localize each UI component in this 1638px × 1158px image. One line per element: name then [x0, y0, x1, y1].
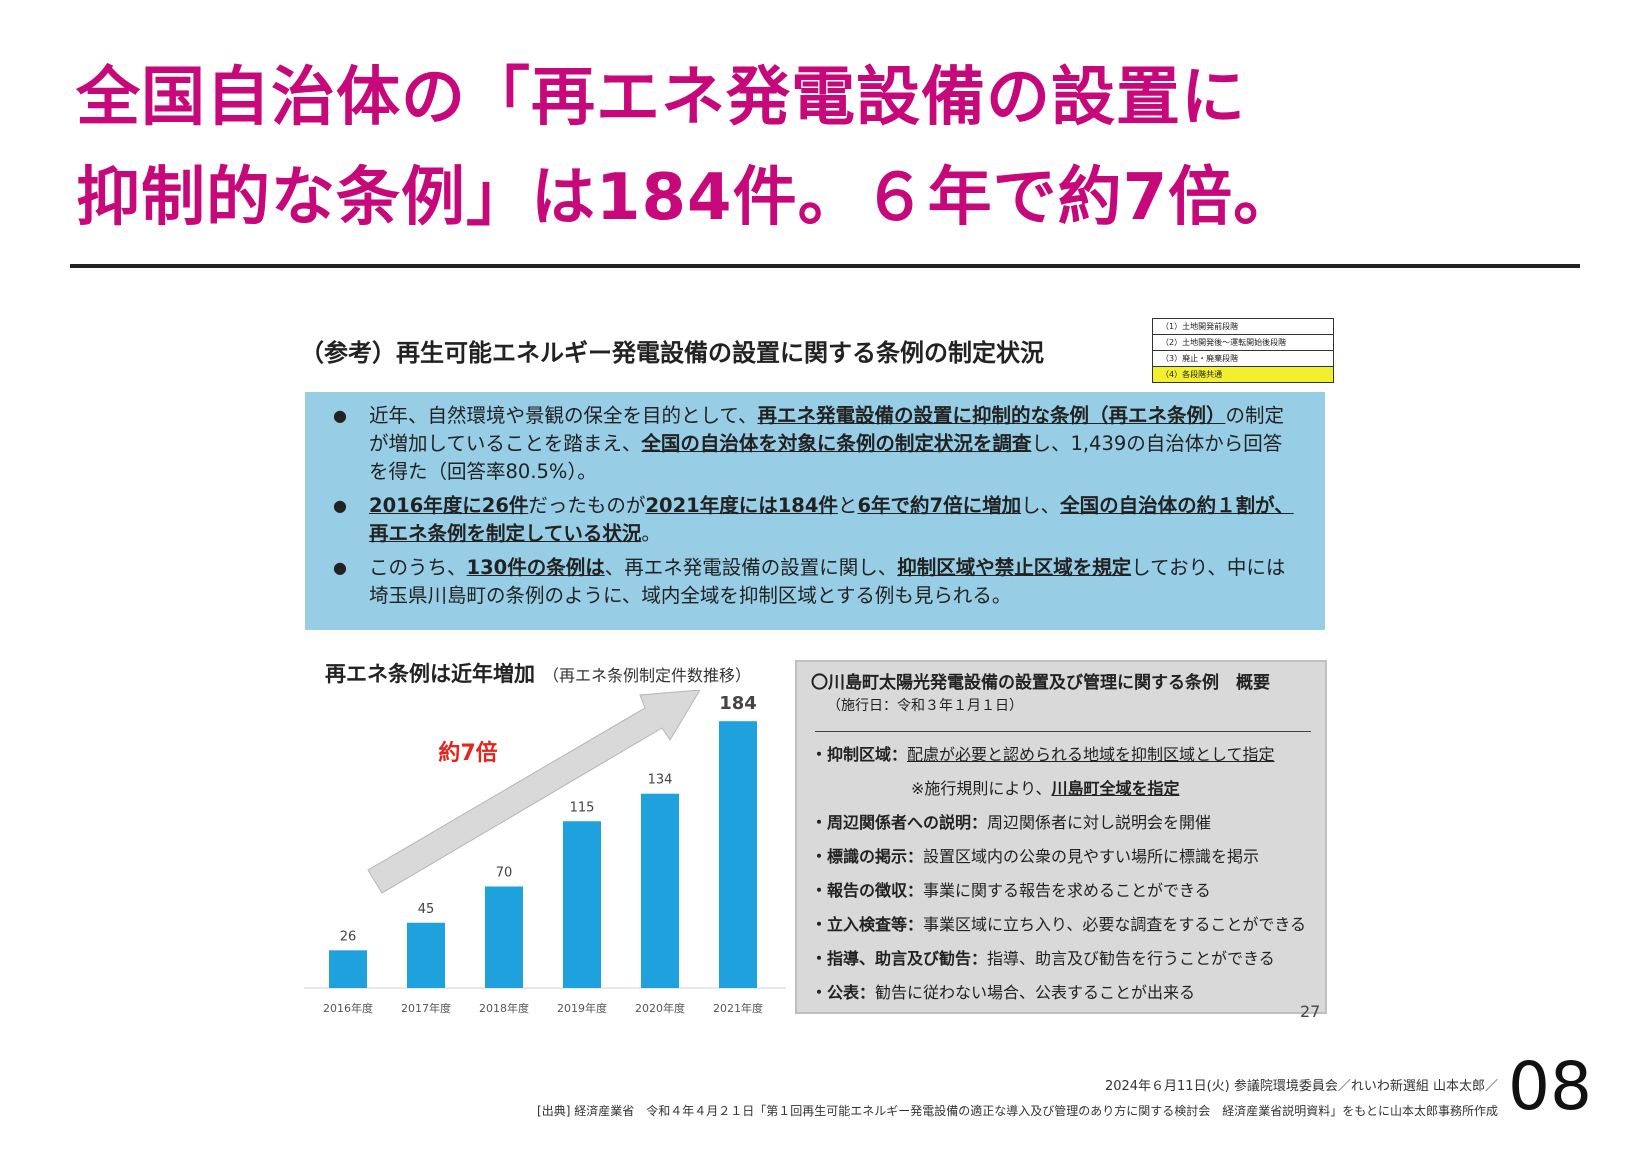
ordinance-date: （施行日：令和３年１月１日） [827, 698, 1023, 714]
source-page-number: 27 [1300, 1002, 1321, 1021]
ordinance-row: ・抑制区域：配慮が必要と認められる地域を抑制区域として指定 [811, 745, 1275, 764]
bar [485, 886, 523, 988]
bullet-text: 2016年度に26件だったものが2021年度には184件と6年で約7倍に増加し、… [369, 494, 1294, 545]
bar [329, 950, 367, 988]
bar [563, 821, 601, 988]
x-tick-label: 2021年度 [713, 1001, 763, 1015]
x-tick-label: 2016年度 [323, 1001, 373, 1015]
bullet-text: 近年、自然環境や景観の保全を目的として、再エネ発電設備の設置に抑制的な条例（再エ… [369, 404, 1284, 483]
footer-date-line: 2024年６月11日(火) 参議院環境委員会／れいわ新選組 山本太郎／ [1104, 1079, 1498, 1094]
bar-value-label: 45 [418, 902, 435, 917]
legend-item: （2）土地開発後～運転開始後段階 [1153, 335, 1333, 351]
chart-title-main: 再エネ条例は近年増加 [325, 662, 535, 686]
ordinance-note: ※施行規則により、川島町全域を指定 [911, 779, 1180, 798]
legend-item: （1）土地開発前段階 [1153, 319, 1333, 335]
page-title-line-1: 全国自治体の「再エネ発電設備の設置に [76, 61, 1246, 135]
ordinance-count-chart: 約7倍 26 2016年度 45 2017年度 70 2018年度 115 2019年度 134 2… [304, 690, 786, 1015]
bullet-text: このうち、130件の条例は、再エネ発電設備の設置に関し、抑制区域や禁止区域を規定… [369, 556, 1286, 607]
summary-box: ● 近年、自然環境や景観の保全を目的として、再エネ発電設備の設置に抑制的な条例（… [305, 392, 1325, 630]
legend-item: （3）廃止・廃棄段階 [1153, 351, 1333, 367]
growth-annotation: 約7倍 [438, 740, 497, 766]
bullet-dot-icon: ● [333, 406, 347, 425]
bullet-dot-icon: ● [333, 558, 347, 577]
ordinance-row: ・立入検査等：事業区域に立ち入り、必要な調査をすることができる [811, 915, 1307, 934]
ordinance-row: ・標識の掲示：設置区域内の公衆の見やすい場所に標識を掲示 [811, 847, 1260, 866]
ordinance-row: ・周辺関係者への説明：周辺関係者に対し説明会を開催 [811, 813, 1212, 832]
bar-value-label: 26 [340, 929, 357, 944]
x-tick-label: 2017年度 [401, 1001, 451, 1015]
ordinance-row: ・公表：勧告に従わない場合、公表することが出来る [811, 983, 1196, 1002]
trend-arrow [367, 690, 701, 894]
bullet-dot-icon: ● [333, 496, 347, 515]
summary-bullet: ● 2016年度に26件だったものが2021年度には184件と6年で約7倍に増加… [333, 492, 1295, 548]
legend-item-highlighted: （4）各段階共通 [1153, 367, 1333, 382]
title-divider [70, 264, 1580, 268]
summary-bullet: ● このうち、130件の条例は、再エネ発電設備の設置に関し、抑制区域や禁止区域を… [333, 554, 1295, 610]
chart-title: 再エネ条例は近年増加 （再エネ条例制定件数推移） [325, 658, 751, 688]
x-tick-label: 2018年度 [479, 1001, 529, 1015]
bar-value-label: 70 [496, 866, 513, 881]
ordinance-summary-box: 〇川島町太陽光発電設備の設置及び管理に関する条例 概要 （施行日：令和３年１月１… [795, 660, 1327, 1014]
bar [407, 922, 445, 988]
stage-legend: （1）土地開発前段階 （2）土地開発後～運転開始後段階 （3）廃止・廃棄段階 （… [1152, 318, 1334, 383]
x-tick-label: 2020年度 [635, 1001, 685, 1015]
ordinance-title: 〇川島町太陽光発電設備の設置及び管理に関する条例 概要 [811, 673, 1270, 693]
ordinance-row: ・報告の徴収：事業に関する報告を求めることができる [811, 881, 1211, 900]
bar [719, 721, 757, 988]
section-subtitle: （参考）再生可能エネルギー発電設備の設置に関する条例の制定状況 [300, 339, 1044, 367]
bar-value-label: 115 [570, 800, 595, 815]
summary-bullet: ● 近年、自然環境や景観の保全を目的として、再エネ発電設備の設置に抑制的な条例（… [333, 402, 1295, 486]
bar-value-label: 134 [648, 773, 673, 788]
bar [641, 793, 679, 988]
chart-title-sub: （再エネ条例制定件数推移） [543, 666, 752, 685]
ordinance-divider [815, 731, 1311, 732]
page-title-line-2: 抑制的な条例」は184件。６年で約7倍。 [76, 161, 1299, 235]
bar-value-label: 184 [719, 693, 757, 714]
ordinance-row: ・指導、助言及び勧告：指導、助言及び勧告を行うことができる [811, 949, 1275, 968]
x-tick-label: 2019年度 [557, 1001, 607, 1015]
slide-number: 08 [1508, 1048, 1592, 1125]
footer-source-line: [出典] 経済産業省 令和４年４月２１日「第１回再生可能エネルギー発電設備の適正… [537, 1104, 1498, 1118]
